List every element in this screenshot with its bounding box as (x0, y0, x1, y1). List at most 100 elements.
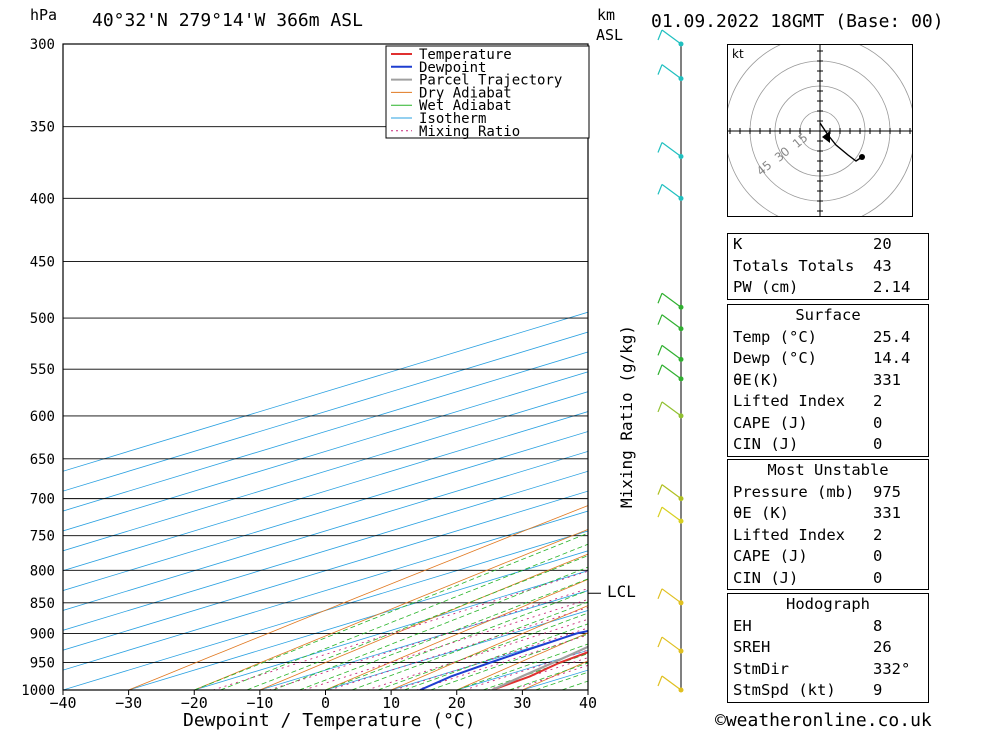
stmdir-value: 332° (873, 659, 911, 678)
temperature-tick-label: 0 (321, 694, 330, 712)
wet-adiabat-line (299, 578, 588, 690)
wind-level-dot (678, 154, 684, 160)
dry-adiabat-line (982, 44, 1000, 690)
totals-totals-label: Totals Totals (733, 256, 855, 275)
surface-theta-value: 331 (873, 370, 901, 389)
pressure-tick-label: 900 (30, 626, 55, 642)
isotherm-line (63, 311, 588, 472)
pressure-tick-label: 450 (30, 255, 55, 271)
wind-level-dot (678, 413, 684, 419)
dry-adiabat-line (128, 505, 588, 690)
surface-theta-row: θE(K) 331 (728, 370, 928, 392)
totals-totals-row: Totals Totals 43 (728, 256, 928, 278)
wind-barb (657, 401, 663, 413)
legend-entry: Dewpoint (419, 60, 486, 76)
stmdir-label: StmDir (733, 659, 789, 678)
mixing-ratio-line (329, 607, 588, 690)
temperature-tick-label: −30 (115, 694, 142, 712)
wind-barb (661, 506, 682, 522)
mu-pressure-value: 975 (873, 482, 901, 501)
pressure-tick-label: 300 (30, 37, 55, 53)
pressure-tick-label: 700 (30, 492, 55, 508)
mu-cin-row: CIN (J) 0 (728, 568, 928, 590)
pressure-tick-label: 800 (30, 563, 55, 579)
isotherm-line (63, 510, 588, 671)
wind-level-dot (678, 687, 684, 693)
mu-theta-row: θE (K) 331 (728, 503, 928, 525)
wind-level-dot (678, 304, 684, 310)
eh-row: EH 8 (728, 616, 928, 638)
wind-barb (661, 675, 682, 691)
surface-table: Surface Temp (°C) 25.4 Dewp (°C) 14.4 θE(K… (727, 304, 929, 457)
surface-temp-row: Temp (°C) 25.4 (728, 327, 928, 349)
pw-label: PW (cm) (733, 278, 799, 296)
dry-adiabat-line (390, 605, 588, 690)
wind-barb (657, 29, 663, 41)
surface-dewp-label: Dewp (°C) (733, 349, 817, 367)
wind-barb (661, 484, 682, 500)
mu-theta-label: θE (K) (733, 504, 789, 522)
pressure-tick-label: 750 (30, 529, 55, 545)
temperature-tick-label: 10 (382, 694, 400, 712)
pressure-tick-label: 1000 (21, 683, 55, 699)
mixing-ratio-line (366, 618, 588, 690)
forecast-datetime: 01.09.2022 18GMT (Base: 00) (651, 11, 944, 32)
stmspd-value: 9 (873, 681, 883, 699)
mixing-ratio-line (303, 598, 588, 690)
stmspd-label: StmSpd (kt) (733, 681, 836, 699)
surface-dewp-row: Dewp (°C) 14.4 (728, 348, 928, 370)
hodograph-ring-label: 15 (790, 130, 811, 151)
mu-li-label: Lifted Index (733, 525, 845, 544)
wind-barb (657, 364, 663, 376)
mu-cape-label: CAPE (J) (733, 547, 808, 565)
mixing-ratio-axis-title: Mixing Ratio (g/kg) (617, 324, 636, 508)
wind-barb (657, 484, 663, 495)
pressure-tick-label: 950 (30, 655, 55, 671)
surface-cape-value: 0 (873, 413, 883, 432)
pressure-tick-label: 850 (30, 596, 55, 612)
k-index-row: K 20 (728, 234, 928, 256)
mu-pressure-label: Pressure (mb) (733, 482, 855, 501)
temperature-tick-label: −20 (181, 694, 208, 712)
pressure-tick-label: 650 (30, 452, 55, 468)
mu-li-value: 2 (873, 525, 883, 544)
mu-cape-value: 0 (873, 547, 883, 565)
pressure-tick-label: 350 (30, 120, 55, 136)
wind-barb (657, 314, 663, 325)
stmspd-row: StmSpd (kt) 9 (728, 680, 928, 702)
wind-barb (661, 29, 682, 45)
temperature-tick-label: 40 (579, 694, 597, 712)
temperature-tick-label: 30 (513, 694, 531, 712)
mu-title: Most Unstable (767, 461, 889, 479)
hodograph-unit-label: kt (732, 47, 744, 61)
copyright-link[interactable]: ©weatheronline.co.uk (715, 710, 932, 731)
mixing-ratio-line (416, 634, 588, 690)
wind-barb (657, 142, 663, 153)
wind-level-dot (678, 600, 684, 606)
wind-barb (661, 292, 682, 308)
hodograph-endpoint (859, 154, 865, 160)
isotherm-line (63, 470, 588, 631)
wind-level-dot (678, 195, 684, 201)
mu-theta-value: 331 (873, 504, 901, 522)
temperature-tick-label: −40 (49, 694, 76, 712)
pressure-tick-label: 600 (30, 409, 55, 425)
legend-entry: Wet Adiabat (419, 98, 512, 114)
hodograph-ring-label: 30 (772, 144, 793, 165)
surface-li-value: 2 (873, 392, 883, 410)
hodograph-panel: kt 15 30 45 (724, 35, 916, 227)
storm-motion-marker (822, 131, 830, 143)
surface-li-label: Lifted Index (733, 392, 845, 410)
station-location: 40°32'N 279°14'W 366m ASL (92, 10, 363, 31)
legend-box (385, 45, 590, 139)
hpa-unit-label: hPa (30, 6, 58, 24)
pressure-tick-label: 550 (30, 362, 55, 378)
surface-dewp-value: 14.4 (873, 349, 911, 367)
isotherm-line (63, 351, 588, 512)
wind-barb (661, 183, 682, 199)
surface-li-row: Lifted Index 2 (728, 391, 928, 413)
legend-entry: Isotherm (419, 111, 486, 127)
